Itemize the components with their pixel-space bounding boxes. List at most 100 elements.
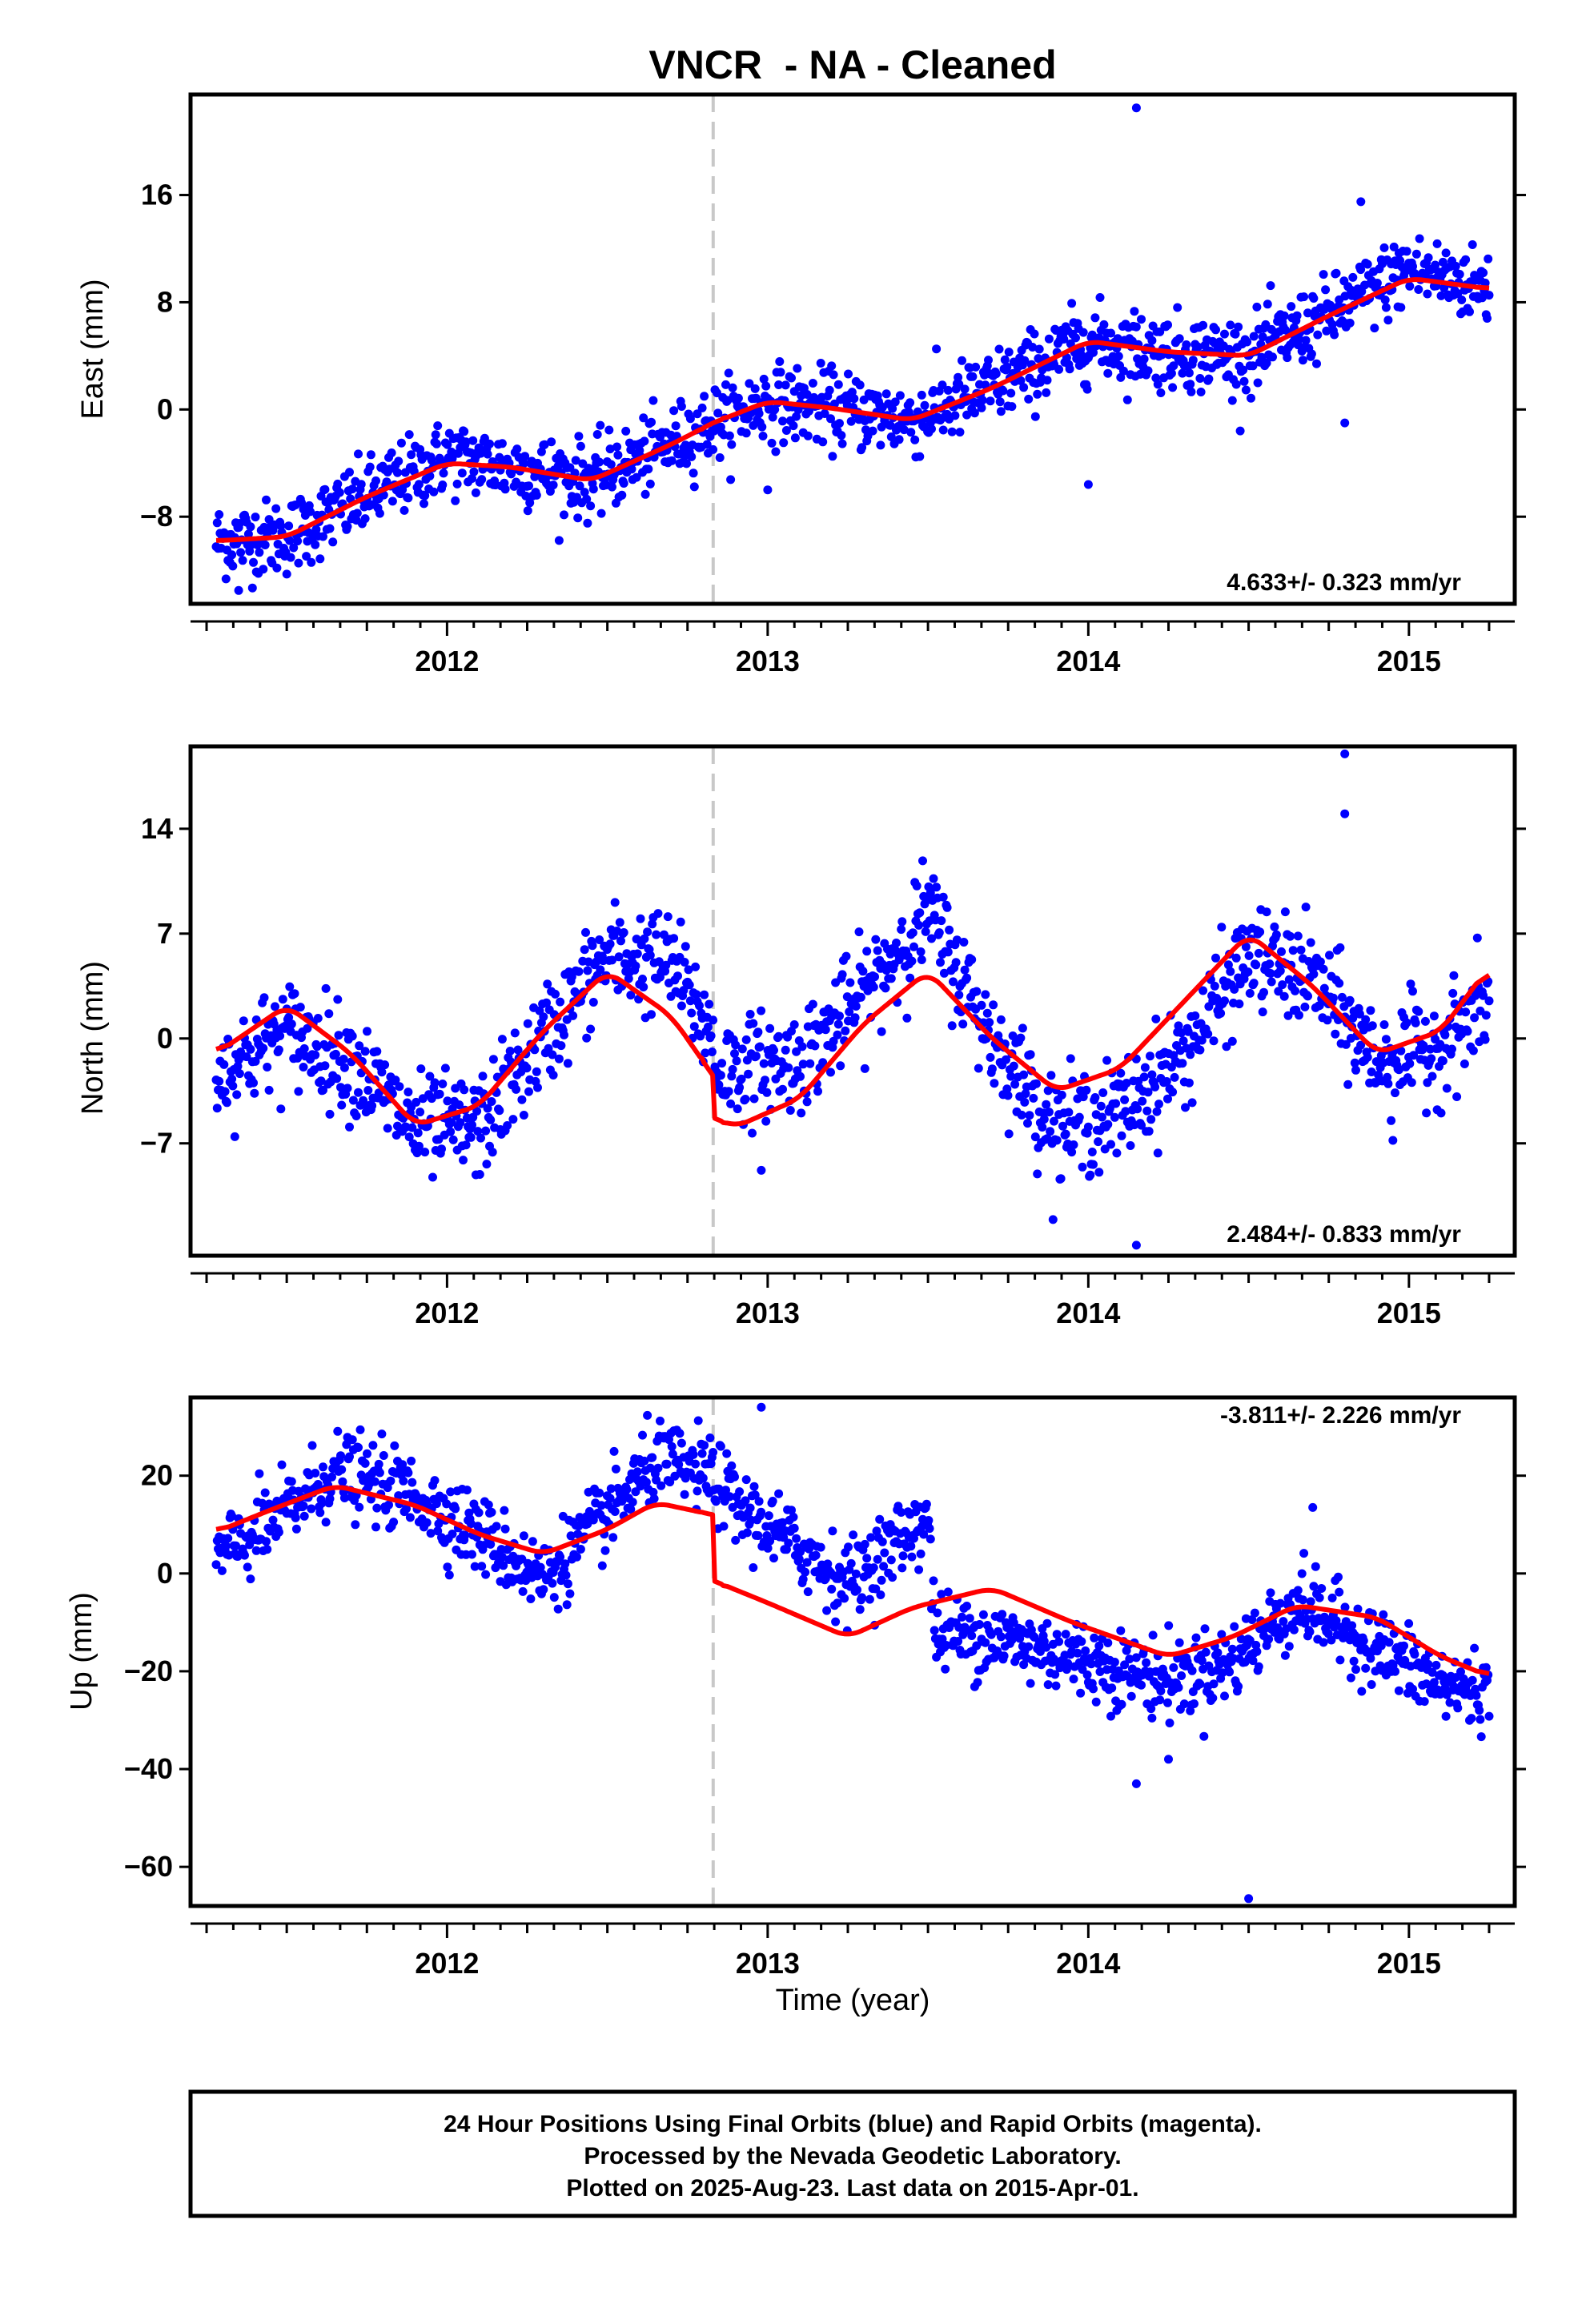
east-point bbox=[1479, 268, 1488, 278]
east-point bbox=[728, 383, 737, 392]
north-point bbox=[631, 961, 640, 971]
north-point bbox=[1117, 1131, 1126, 1140]
north-point bbox=[1343, 1080, 1353, 1089]
east-point bbox=[849, 394, 859, 404]
up-point bbox=[274, 1527, 283, 1537]
north-point bbox=[737, 1074, 746, 1084]
north-point bbox=[582, 1033, 592, 1043]
east-outlier-point bbox=[1083, 480, 1093, 489]
up-point bbox=[769, 1554, 778, 1563]
east-point bbox=[366, 450, 375, 460]
north-point bbox=[685, 980, 694, 990]
east-point bbox=[1082, 384, 1092, 394]
north-point bbox=[907, 956, 917, 966]
north-point bbox=[413, 1128, 423, 1138]
north-point bbox=[1078, 1092, 1088, 1102]
east-point bbox=[468, 474, 476, 483]
north-point bbox=[687, 1008, 697, 1018]
up-point bbox=[460, 1530, 470, 1540]
north-point bbox=[731, 1040, 741, 1050]
north-point bbox=[510, 1028, 520, 1038]
north-point bbox=[482, 1160, 492, 1169]
up-point bbox=[553, 1604, 563, 1614]
east-point bbox=[375, 509, 384, 518]
up-outlier-point bbox=[757, 1402, 766, 1412]
up-point bbox=[462, 1486, 472, 1495]
up-point bbox=[402, 1504, 411, 1514]
north-point bbox=[1350, 1058, 1359, 1068]
up-point bbox=[606, 1484, 616, 1494]
up-point bbox=[597, 1561, 607, 1570]
east-point bbox=[1455, 270, 1464, 279]
up-point bbox=[731, 1535, 741, 1545]
up-point bbox=[354, 1443, 363, 1452]
east-point bbox=[282, 569, 291, 579]
north-x-tick-label: 2014 bbox=[1056, 1297, 1120, 1329]
north-point bbox=[588, 998, 598, 1007]
north-point bbox=[468, 1120, 476, 1130]
up-point bbox=[1195, 1679, 1205, 1689]
north-point bbox=[483, 1104, 492, 1113]
up-point bbox=[898, 1551, 908, 1561]
up-point bbox=[833, 1598, 842, 1608]
east-point bbox=[1007, 402, 1017, 412]
east-point bbox=[757, 422, 767, 432]
north-point bbox=[1440, 1030, 1450, 1039]
north-point bbox=[1484, 996, 1494, 1006]
east-point bbox=[984, 356, 993, 365]
east-point bbox=[1231, 380, 1241, 389]
east-point bbox=[910, 435, 920, 444]
north-point bbox=[1230, 984, 1239, 994]
up-point bbox=[998, 1610, 1007, 1619]
north-point bbox=[539, 1012, 548, 1022]
north-point bbox=[1174, 1021, 1183, 1031]
east-point bbox=[1186, 387, 1196, 396]
north-point bbox=[829, 1036, 838, 1046]
east-point bbox=[721, 380, 730, 389]
north-point bbox=[1419, 1041, 1428, 1051]
north-point bbox=[321, 983, 331, 993]
east-point bbox=[608, 482, 616, 492]
up-point bbox=[389, 1518, 399, 1527]
east-point bbox=[1067, 299, 1077, 308]
east-point bbox=[404, 493, 413, 503]
east-point bbox=[960, 384, 970, 394]
up-point bbox=[875, 1514, 885, 1524]
east-point bbox=[881, 389, 891, 399]
north-point bbox=[938, 892, 948, 902]
north-point bbox=[1265, 959, 1275, 969]
up-point bbox=[1427, 1667, 1437, 1677]
east-point bbox=[1234, 322, 1243, 332]
east-point bbox=[596, 420, 605, 430]
up-point bbox=[1319, 1638, 1328, 1647]
north-frame bbox=[188, 744, 1517, 1258]
east-frame bbox=[188, 92, 1517, 606]
up-point bbox=[722, 1449, 732, 1458]
north-point bbox=[1046, 1071, 1056, 1080]
north-point bbox=[1315, 957, 1325, 967]
north-point bbox=[1452, 1092, 1462, 1101]
north-point bbox=[1067, 1148, 1077, 1157]
up-point bbox=[721, 1486, 730, 1495]
north-point bbox=[1086, 1170, 1095, 1180]
north-point bbox=[871, 935, 881, 944]
east-point bbox=[429, 487, 439, 497]
east-point bbox=[255, 548, 264, 557]
north-point bbox=[705, 999, 714, 1009]
east-point bbox=[333, 479, 343, 489]
up-point bbox=[548, 1578, 557, 1588]
footer-border bbox=[188, 2089, 1517, 2218]
up-point bbox=[1236, 1634, 1246, 1644]
east-point bbox=[477, 475, 487, 485]
north-y-tick-label: 14 bbox=[141, 812, 173, 845]
up-point bbox=[566, 1531, 576, 1541]
north-point bbox=[982, 1008, 992, 1018]
north-point bbox=[1044, 1108, 1054, 1117]
up-point bbox=[1120, 1660, 1130, 1670]
up-point bbox=[372, 1503, 382, 1513]
up-point bbox=[1331, 1616, 1341, 1626]
east-point bbox=[560, 510, 568, 520]
east-point bbox=[1345, 318, 1355, 328]
north-point bbox=[986, 1052, 995, 1062]
